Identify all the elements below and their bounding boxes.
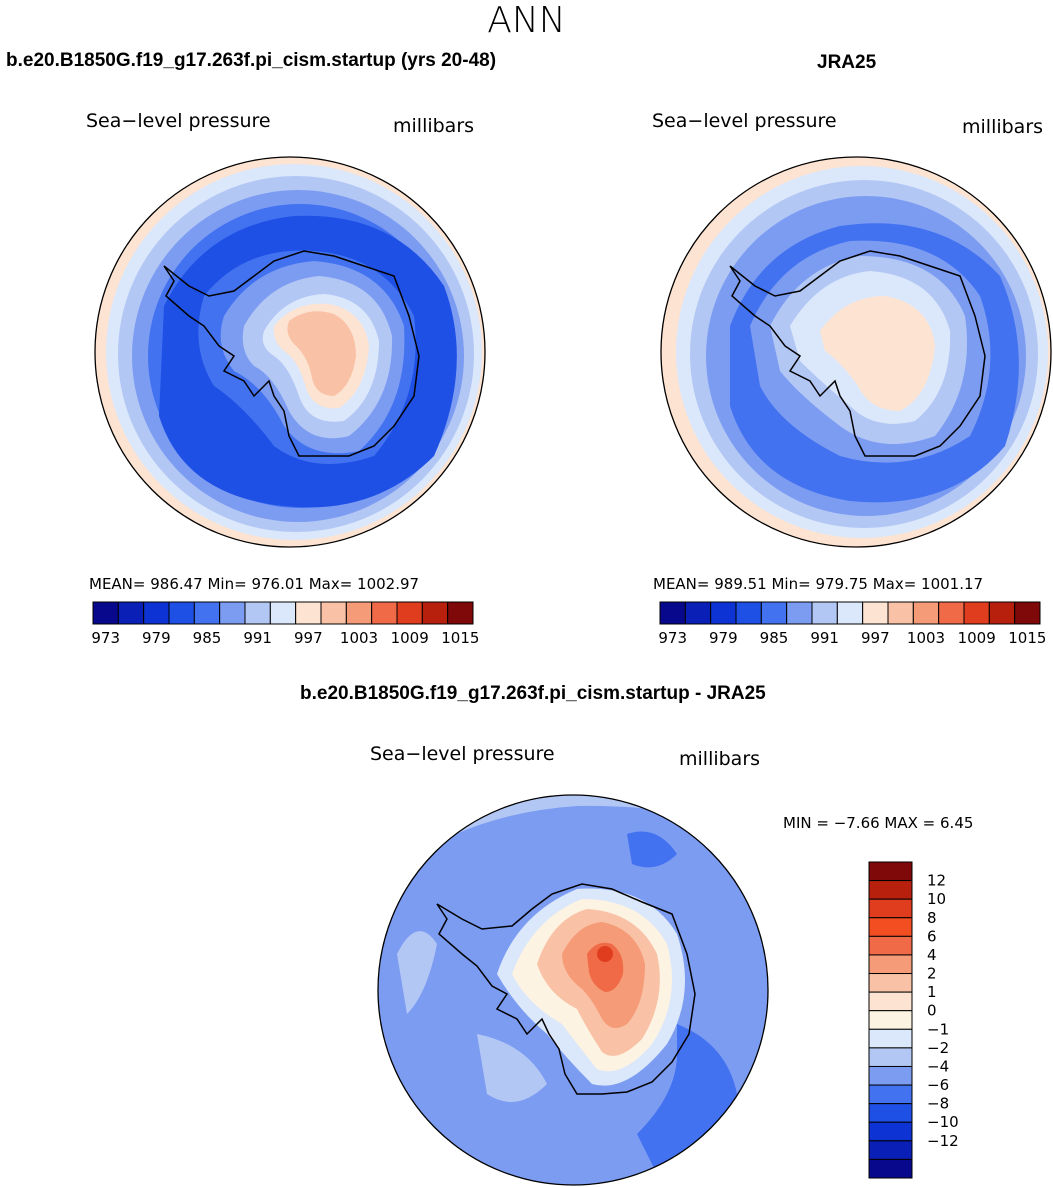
left-colorbar-swatch bbox=[117, 601, 145, 625]
difference-colorbar-tick-label: −2 bbox=[927, 1039, 949, 1057]
right-colorbar-swatch bbox=[760, 601, 788, 625]
difference-polar-map bbox=[377, 794, 769, 1186]
right-stats: MEAN= 989.51 Min= 979.75 Max= 1001.17 bbox=[653, 575, 984, 593]
difference-colorbar-tick-label: 4 bbox=[927, 946, 937, 964]
right-colorbar-swatch bbox=[912, 601, 940, 625]
left-colorbar-tick-label: 985 bbox=[193, 629, 222, 647]
right-panel-title: JRA25 bbox=[817, 52, 877, 73]
right-variable-label: Sea−level pressure bbox=[652, 110, 837, 132]
right-colorbar-swatch bbox=[862, 601, 889, 625]
difference-colorbar-tick-label: 10 bbox=[927, 890, 946, 908]
difference-colorbar-tick-label: 12 bbox=[927, 872, 946, 890]
difference-colorbar-swatch bbox=[868, 1158, 913, 1179]
difference-colorbar-swatch bbox=[868, 973, 913, 993]
right-colorbar-tick-label: 973 bbox=[658, 629, 687, 647]
difference-colorbar-swatch bbox=[868, 991, 913, 1012]
right-colorbar-swatch bbox=[684, 601, 712, 625]
right-colorbar-swatch bbox=[1014, 601, 1041, 625]
right-colorbar: 973 979 985 991 997 1003 1009 1015 bbox=[658, 601, 1046, 647]
difference-colorbar-swatch bbox=[868, 1140, 913, 1160]
diff-units-label: millibars bbox=[679, 748, 761, 770]
left-colorbar-swatch bbox=[269, 601, 297, 625]
season-title: ANN bbox=[487, 0, 566, 41]
right-colorbar-tick-label: 985 bbox=[760, 629, 789, 647]
right-colorbar-swatch bbox=[887, 601, 914, 625]
left-colorbar-swatch bbox=[92, 601, 119, 625]
difference-colorbar-swatch bbox=[868, 898, 913, 919]
difference-colorbar-swatch bbox=[868, 1103, 913, 1123]
right-colorbar-tick-label: 1009 bbox=[958, 629, 996, 647]
right-colorbar-swatch bbox=[811, 601, 838, 625]
right-colorbar-tick-label: 979 bbox=[709, 629, 738, 647]
left-colorbar-swatch bbox=[143, 601, 170, 625]
difference-panel-title: b.e20.B1850G.f19_g17.263f.pi_cism.startu… bbox=[300, 683, 766, 704]
right-colorbar-swatch bbox=[735, 601, 762, 625]
difference-colorbar-swatch bbox=[868, 1121, 913, 1142]
difference-colorbar-tick-label: −12 bbox=[927, 1132, 959, 1150]
right-colorbar-swatch bbox=[836, 601, 864, 625]
difference-colorbar-swatch bbox=[868, 917, 913, 937]
right-colorbar-swatch bbox=[963, 601, 990, 625]
difference-colorbar-tick-label: 0 bbox=[927, 1002, 937, 1020]
left-colorbar-swatch bbox=[295, 601, 322, 625]
left-colorbar-tick-label: 979 bbox=[142, 629, 171, 647]
left-colorbar-swatch bbox=[371, 601, 398, 625]
right-colorbar-swatch bbox=[988, 601, 1016, 625]
right-colorbar-swatch bbox=[710, 601, 737, 625]
right-polar-map bbox=[660, 156, 1052, 548]
left-variable-label: Sea−level pressure bbox=[86, 110, 271, 132]
difference-colorbar-swatch bbox=[868, 861, 913, 882]
difference-colorbar-tick-label: 8 bbox=[927, 909, 937, 927]
left-panel-title: b.e20.B1850G.f19_g17.263f.pi_cism.startu… bbox=[6, 50, 497, 71]
difference-colorbar-tick-label: −8 bbox=[927, 1095, 949, 1113]
left-colorbar-swatch bbox=[396, 601, 423, 625]
left-colorbar-tick-label: 997 bbox=[294, 629, 323, 647]
left-colorbar-swatch bbox=[320, 601, 347, 625]
right-units-label: millibars bbox=[962, 116, 1044, 138]
left-colorbar-tick-label: 1003 bbox=[340, 629, 378, 647]
difference-colorbar-tick-label: 1 bbox=[927, 983, 937, 1001]
difference-colorbar-tick-label: −4 bbox=[927, 1057, 949, 1075]
left-stats: MEAN= 986.47 Min= 976.01 Max= 1002.97 bbox=[89, 575, 420, 593]
difference-colorbar-tick-label: −1 bbox=[927, 1020, 949, 1038]
right-colorbar-swatch bbox=[786, 601, 813, 625]
left-colorbar-tick-label: 1009 bbox=[391, 629, 429, 647]
difference-colorbar-swatch bbox=[868, 1010, 913, 1030]
diff-variable-label: Sea−level pressure bbox=[370, 743, 555, 765]
difference-colorbar-tick-label: 2 bbox=[927, 965, 937, 983]
left-colorbar-swatch bbox=[219, 601, 246, 625]
left-colorbar-tick-label: 991 bbox=[243, 629, 272, 647]
difference-colorbar-tick-label: −6 bbox=[927, 1076, 949, 1094]
left-colorbar-tick-label: 973 bbox=[91, 629, 120, 647]
left-colorbar-swatch bbox=[345, 601, 373, 625]
right-colorbar-tick-label: 1015 bbox=[1008, 629, 1046, 647]
difference-colorbar-swatch bbox=[868, 1028, 913, 1049]
difference-colorbar-swatch bbox=[868, 1084, 913, 1105]
right-colorbar-tick-label: 997 bbox=[861, 629, 890, 647]
right-colorbar-swatch bbox=[659, 601, 686, 625]
difference-colorbar-swatch bbox=[868, 880, 913, 900]
difference-colorbar-tick-label: 6 bbox=[927, 927, 937, 945]
right-colorbar-tick-label: 991 bbox=[810, 629, 839, 647]
left-colorbar-swatch bbox=[168, 601, 195, 625]
left-colorbar-tick-label: 1015 bbox=[441, 629, 479, 647]
difference-colorbar-swatch bbox=[868, 954, 913, 975]
left-colorbar-swatch bbox=[447, 601, 474, 625]
difference-colorbar-swatch bbox=[868, 1047, 913, 1067]
left-colorbar-swatch bbox=[244, 601, 271, 625]
left-colorbar: 973 979 985 991 997 1003 1009 1015 bbox=[91, 601, 479, 647]
diff-stats: MIN = −7.66 MAX = 6.45 bbox=[783, 814, 974, 832]
left-colorbar-swatch bbox=[193, 601, 221, 625]
left-polar-map bbox=[94, 156, 486, 548]
left-units-label: millibars bbox=[393, 115, 475, 137]
difference-colorbar-swatch bbox=[868, 935, 913, 956]
left-colorbar-swatch bbox=[421, 601, 449, 625]
right-colorbar-swatch bbox=[938, 601, 965, 625]
difference-colorbar-tick-label: −10 bbox=[927, 1113, 959, 1131]
difference-colorbar-swatch bbox=[868, 1065, 913, 1086]
right-colorbar-tick-label: 1003 bbox=[907, 629, 945, 647]
